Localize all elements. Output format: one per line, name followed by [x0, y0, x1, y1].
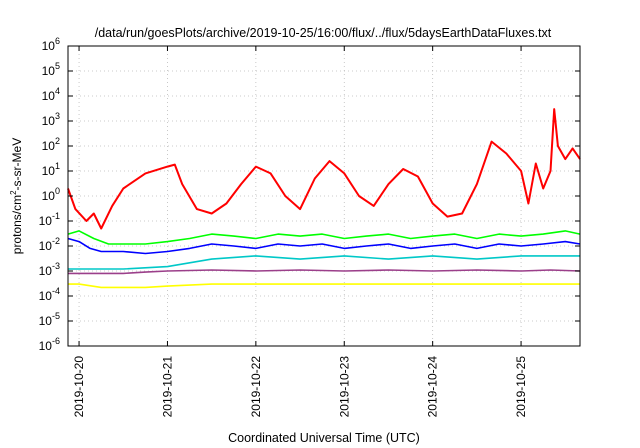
series-lines: [67, 108, 581, 289]
y-tick-label: 10-3: [39, 261, 60, 278]
y-tick-label-base: 10: [39, 289, 53, 303]
y-tick-label-base: 10: [39, 264, 53, 278]
series-line-4: [68, 269, 581, 275]
y-tick-label: 105: [42, 61, 60, 78]
y-tick-label-base: 10: [42, 114, 56, 128]
y-tick-label-exp: 6: [55, 36, 60, 46]
y-tick-label: 10-1: [39, 211, 60, 228]
y-tick-label-exp: -6: [52, 336, 60, 346]
y-tick-label-exp: -4: [52, 286, 60, 296]
y-tick-label-base: 10: [39, 214, 53, 228]
y-tick-label: 10-2: [39, 236, 60, 253]
series-line-3: [67, 237, 581, 255]
y-tick-label-base: 10: [42, 189, 56, 203]
y-tick-label: 106: [42, 36, 60, 53]
y-tick-label-exp: 2: [55, 136, 60, 146]
y-tick-label-base: 10: [39, 239, 53, 253]
y-tick-label-exp: -1: [52, 211, 60, 221]
y-tick-label: 10-5: [39, 311, 60, 328]
y-tick-label-exp: 3: [55, 111, 60, 121]
series-line-0: [68, 283, 580, 289]
y-tick-label-exp: -3: [52, 261, 60, 271]
y-axis-label: protons/cm2-s-sr-MeV: [9, 138, 24, 254]
y-axis-ticks: 10-610-510-410-310-210-11001011021031041…: [39, 36, 580, 353]
grid-lines: [68, 46, 580, 346]
y-tick-label: 104: [42, 86, 60, 103]
x-tick-label: 2019-10-22: [249, 356, 263, 418]
y-tick-label-exp: 1: [55, 161, 60, 171]
y-tick-label-base: 10: [42, 89, 56, 103]
y-tick-label: 101: [42, 161, 60, 178]
y-tick-label-base: 10: [42, 164, 56, 178]
series-line-1: [67, 230, 581, 245]
y-tick-label: 10-6: [39, 336, 60, 353]
x-axis-label: Coordinated Universal Time (UTC): [228, 431, 420, 445]
y-tick-label: 100: [42, 186, 60, 203]
x-tick-label: 2019-10-25: [514, 356, 528, 418]
y-tick-label-base: 10: [39, 314, 53, 328]
y-axis-label-sup: 2: [9, 190, 18, 195]
y-tick-label-exp: 5: [55, 61, 60, 71]
x-tick-label: 2019-10-23: [337, 356, 351, 418]
x-tick-label: 2019-10-24: [426, 356, 440, 418]
series-line-5: [67, 108, 581, 230]
y-tick-label: 10-4: [39, 286, 60, 303]
y-tick-label-base: 10: [42, 139, 56, 153]
y-tick-label: 103: [42, 111, 60, 128]
x-axis-ticks: 2019-10-20 2019-10-21 2019-10-22 2019-10-23…: [72, 46, 528, 417]
y-tick-label-exp: -2: [52, 236, 60, 246]
y-tick-label-exp: 0: [55, 186, 60, 196]
chart-title: /data/run/goesPlots/archive/2019-10-25/1…: [95, 26, 552, 40]
y-tick-label: 102: [42, 136, 60, 153]
y-tick-label-exp: 4: [55, 86, 60, 96]
y-tick-label-base: 10: [39, 339, 53, 353]
y-axis-label-rest: -s-sr-MeV: [10, 138, 24, 191]
y-tick-label-exp: -5: [52, 311, 60, 321]
series-line-2: [68, 255, 580, 270]
x-tick-label: 2019-10-21: [160, 356, 174, 418]
y-tick-label-base: 10: [42, 64, 56, 78]
y-axis-label-base: protons/cm: [10, 195, 24, 254]
y-tick-label-base: 10: [42, 39, 56, 53]
x-tick-label: 2019-10-20: [72, 356, 86, 418]
